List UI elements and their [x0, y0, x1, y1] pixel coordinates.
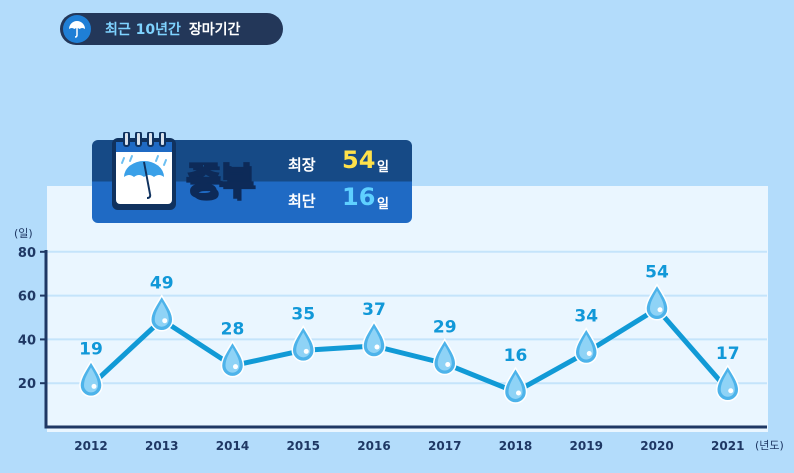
- x-tick-label: 2018: [499, 439, 532, 453]
- y-tick-label: 60: [18, 290, 36, 305]
- data-point-drop: [645, 283, 669, 321]
- shortest-label: 최단: [288, 192, 316, 210]
- calendar-umbrella-icon: [110, 131, 178, 212]
- data-point-drop: [503, 366, 528, 404]
- x-tick-label: 2013: [145, 439, 178, 453]
- data-label: 34: [574, 307, 598, 327]
- data-label: 29: [433, 317, 457, 337]
- data-point-drop: [432, 338, 457, 376]
- x-axis-label: (년도): [755, 439, 784, 452]
- data-label: 19: [79, 339, 103, 359]
- data-point-drop: [715, 364, 740, 402]
- data-label: 17: [716, 344, 740, 364]
- header-title: 장마기간: [188, 22, 241, 38]
- data-point-drop: [79, 359, 103, 398]
- series-line: [89, 306, 730, 395]
- y-tick-label: 20: [18, 377, 36, 392]
- data-point-drop: [574, 327, 599, 365]
- y-tick-label: 80: [18, 246, 36, 261]
- x-tick-label: 2019: [570, 439, 603, 453]
- x-tick-label: 2020: [640, 439, 673, 453]
- longest-unit: 일: [377, 160, 389, 175]
- longest-label: 최장: [288, 156, 316, 174]
- y-tick-label: 40: [18, 333, 36, 348]
- region-name: 중부: [185, 158, 255, 204]
- x-tick-label: 2021: [711, 439, 744, 453]
- header-pill: 최근 10년간 장마기간: [60, 13, 283, 45]
- data-label: 35: [291, 304, 315, 324]
- x-tick-label: 2014: [216, 439, 249, 453]
- data-point-drop: [149, 294, 174, 332]
- shortest-value: 16: [342, 183, 376, 211]
- x-tick-label: 2016: [357, 439, 390, 453]
- shortest-unit: 일: [377, 197, 389, 212]
- data-point-drop: [220, 340, 245, 378]
- x-tick-label: 2015: [287, 439, 320, 453]
- longest-value: 54: [342, 146, 376, 174]
- data-point-drop: [291, 324, 316, 363]
- data-label: 28: [221, 320, 245, 340]
- x-tick-label: 2012: [74, 439, 107, 453]
- data-label: 16: [504, 346, 528, 366]
- data-point-drop: [362, 320, 386, 358]
- y-axis-label: (일): [14, 226, 33, 240]
- header-accent-text: 최근 10년간: [105, 22, 181, 38]
- x-tick-label: 2017: [428, 439, 461, 453]
- umbrella-icon: [63, 15, 91, 43]
- data-label: 54: [645, 263, 669, 283]
- data-label: 49: [150, 274, 174, 294]
- data-label: 37: [362, 300, 386, 320]
